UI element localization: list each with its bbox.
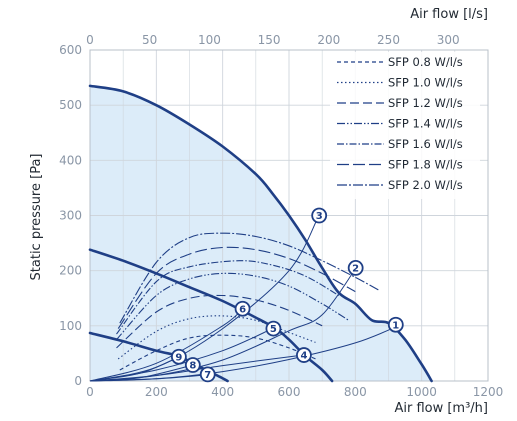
legend-label: SFP 1.0 W/l/s: [388, 76, 463, 90]
operating-point-label-3: 3: [316, 211, 323, 222]
operating-area-fill: [90, 85, 432, 382]
operating-point-9: [170, 348, 187, 365]
operating-point-label-1: 1: [392, 320, 399, 331]
x-tick-label: 400: [211, 385, 234, 399]
x-top-tick-label: 300: [437, 33, 460, 47]
operating-point-label-7: 7: [204, 370, 211, 381]
x-top-tick-label: 100: [198, 33, 221, 47]
legend-label: SFP 0.8 W/l/s: [388, 55, 463, 69]
y-tick-label: 0: [74, 374, 82, 388]
x-tick-label: 0: [86, 385, 94, 399]
y-tick-label: 600: [59, 43, 82, 57]
y-tick-label: 300: [59, 209, 82, 223]
legend-label: SFP 1.4 W/l/s: [388, 117, 463, 131]
operating-point-6: [234, 300, 251, 317]
operating-point-4: [296, 347, 312, 363]
x-top-tick-label: 150: [258, 33, 281, 47]
operating-point-8: [184, 357, 201, 373]
x-tick-label: 600: [278, 385, 301, 399]
sfp-curve-1: [119, 334, 316, 371]
fan-curve-2: [88, 248, 334, 383]
y-tick-label: 100: [59, 319, 82, 333]
x-tick-label: 200: [145, 385, 168, 399]
plot-frame: [89, 49, 489, 382]
operating-point-7: [199, 366, 216, 383]
x-top-tick-label: 200: [317, 33, 340, 47]
legend-background: [330, 52, 480, 199]
x-tick-label: 800: [344, 385, 367, 399]
operating-point-label-4: 4: [300, 351, 307, 362]
operating-point-5: [265, 320, 282, 337]
x-tick-label: 1200: [473, 385, 504, 399]
x-tick-label: 1000: [406, 385, 437, 399]
sfp-curve-3: [116, 294, 323, 349]
system-curve-3: [89, 215, 320, 382]
x-top-tick-label: 50: [142, 33, 157, 47]
sfp-curve-5: [116, 260, 340, 335]
legend: SFP 0.8 W/l/s SFP 1.0 W/l/s SFP 1.2 W/l/s S…: [330, 52, 480, 199]
operating-points: 1 2 3 4 5 6 789: [170, 207, 404, 383]
y-tick-label: 400: [59, 153, 82, 167]
legend-label: SFP 1.6 W/l/s: [388, 137, 463, 151]
operating-point-label-9: 9: [175, 352, 182, 363]
x-bottom-axis-title: Air flow [m³/h]: [394, 401, 488, 416]
legend-label: SFP 2.0 W/l/s: [388, 178, 463, 192]
operating-point-label-5: 5: [270, 324, 277, 335]
y-tick-label: 200: [59, 264, 82, 278]
operating-point-1: [387, 316, 404, 333]
operating-point-2: [347, 260, 364, 276]
operating-point-label-6: 6: [239, 304, 246, 315]
system-curve-6: [89, 308, 243, 382]
sfp-curve-4: [116, 272, 349, 340]
operating-point-label-8: 8: [189, 361, 196, 372]
sfp-curve-2: [117, 315, 316, 360]
operating-point-3: [311, 207, 328, 224]
y-tick-label: 500: [59, 98, 82, 112]
sfp-curve-7: [119, 232, 379, 324]
legend-label: SFP 1.2 W/l/s: [388, 96, 463, 110]
x-top-tick-label: 250: [377, 33, 400, 47]
legend-label: SFP 1.8 W/l/s: [388, 158, 463, 172]
x-top-axis-title: Air flow [l/s]: [410, 7, 488, 22]
operating-point-label-2: 2: [352, 264, 359, 275]
system-curve-9: [89, 356, 180, 382]
y-axis-title: Static pressure [Pa]: [29, 154, 44, 281]
x-top-tick-label: 0: [86, 33, 94, 47]
system-curve-8: [89, 364, 193, 382]
